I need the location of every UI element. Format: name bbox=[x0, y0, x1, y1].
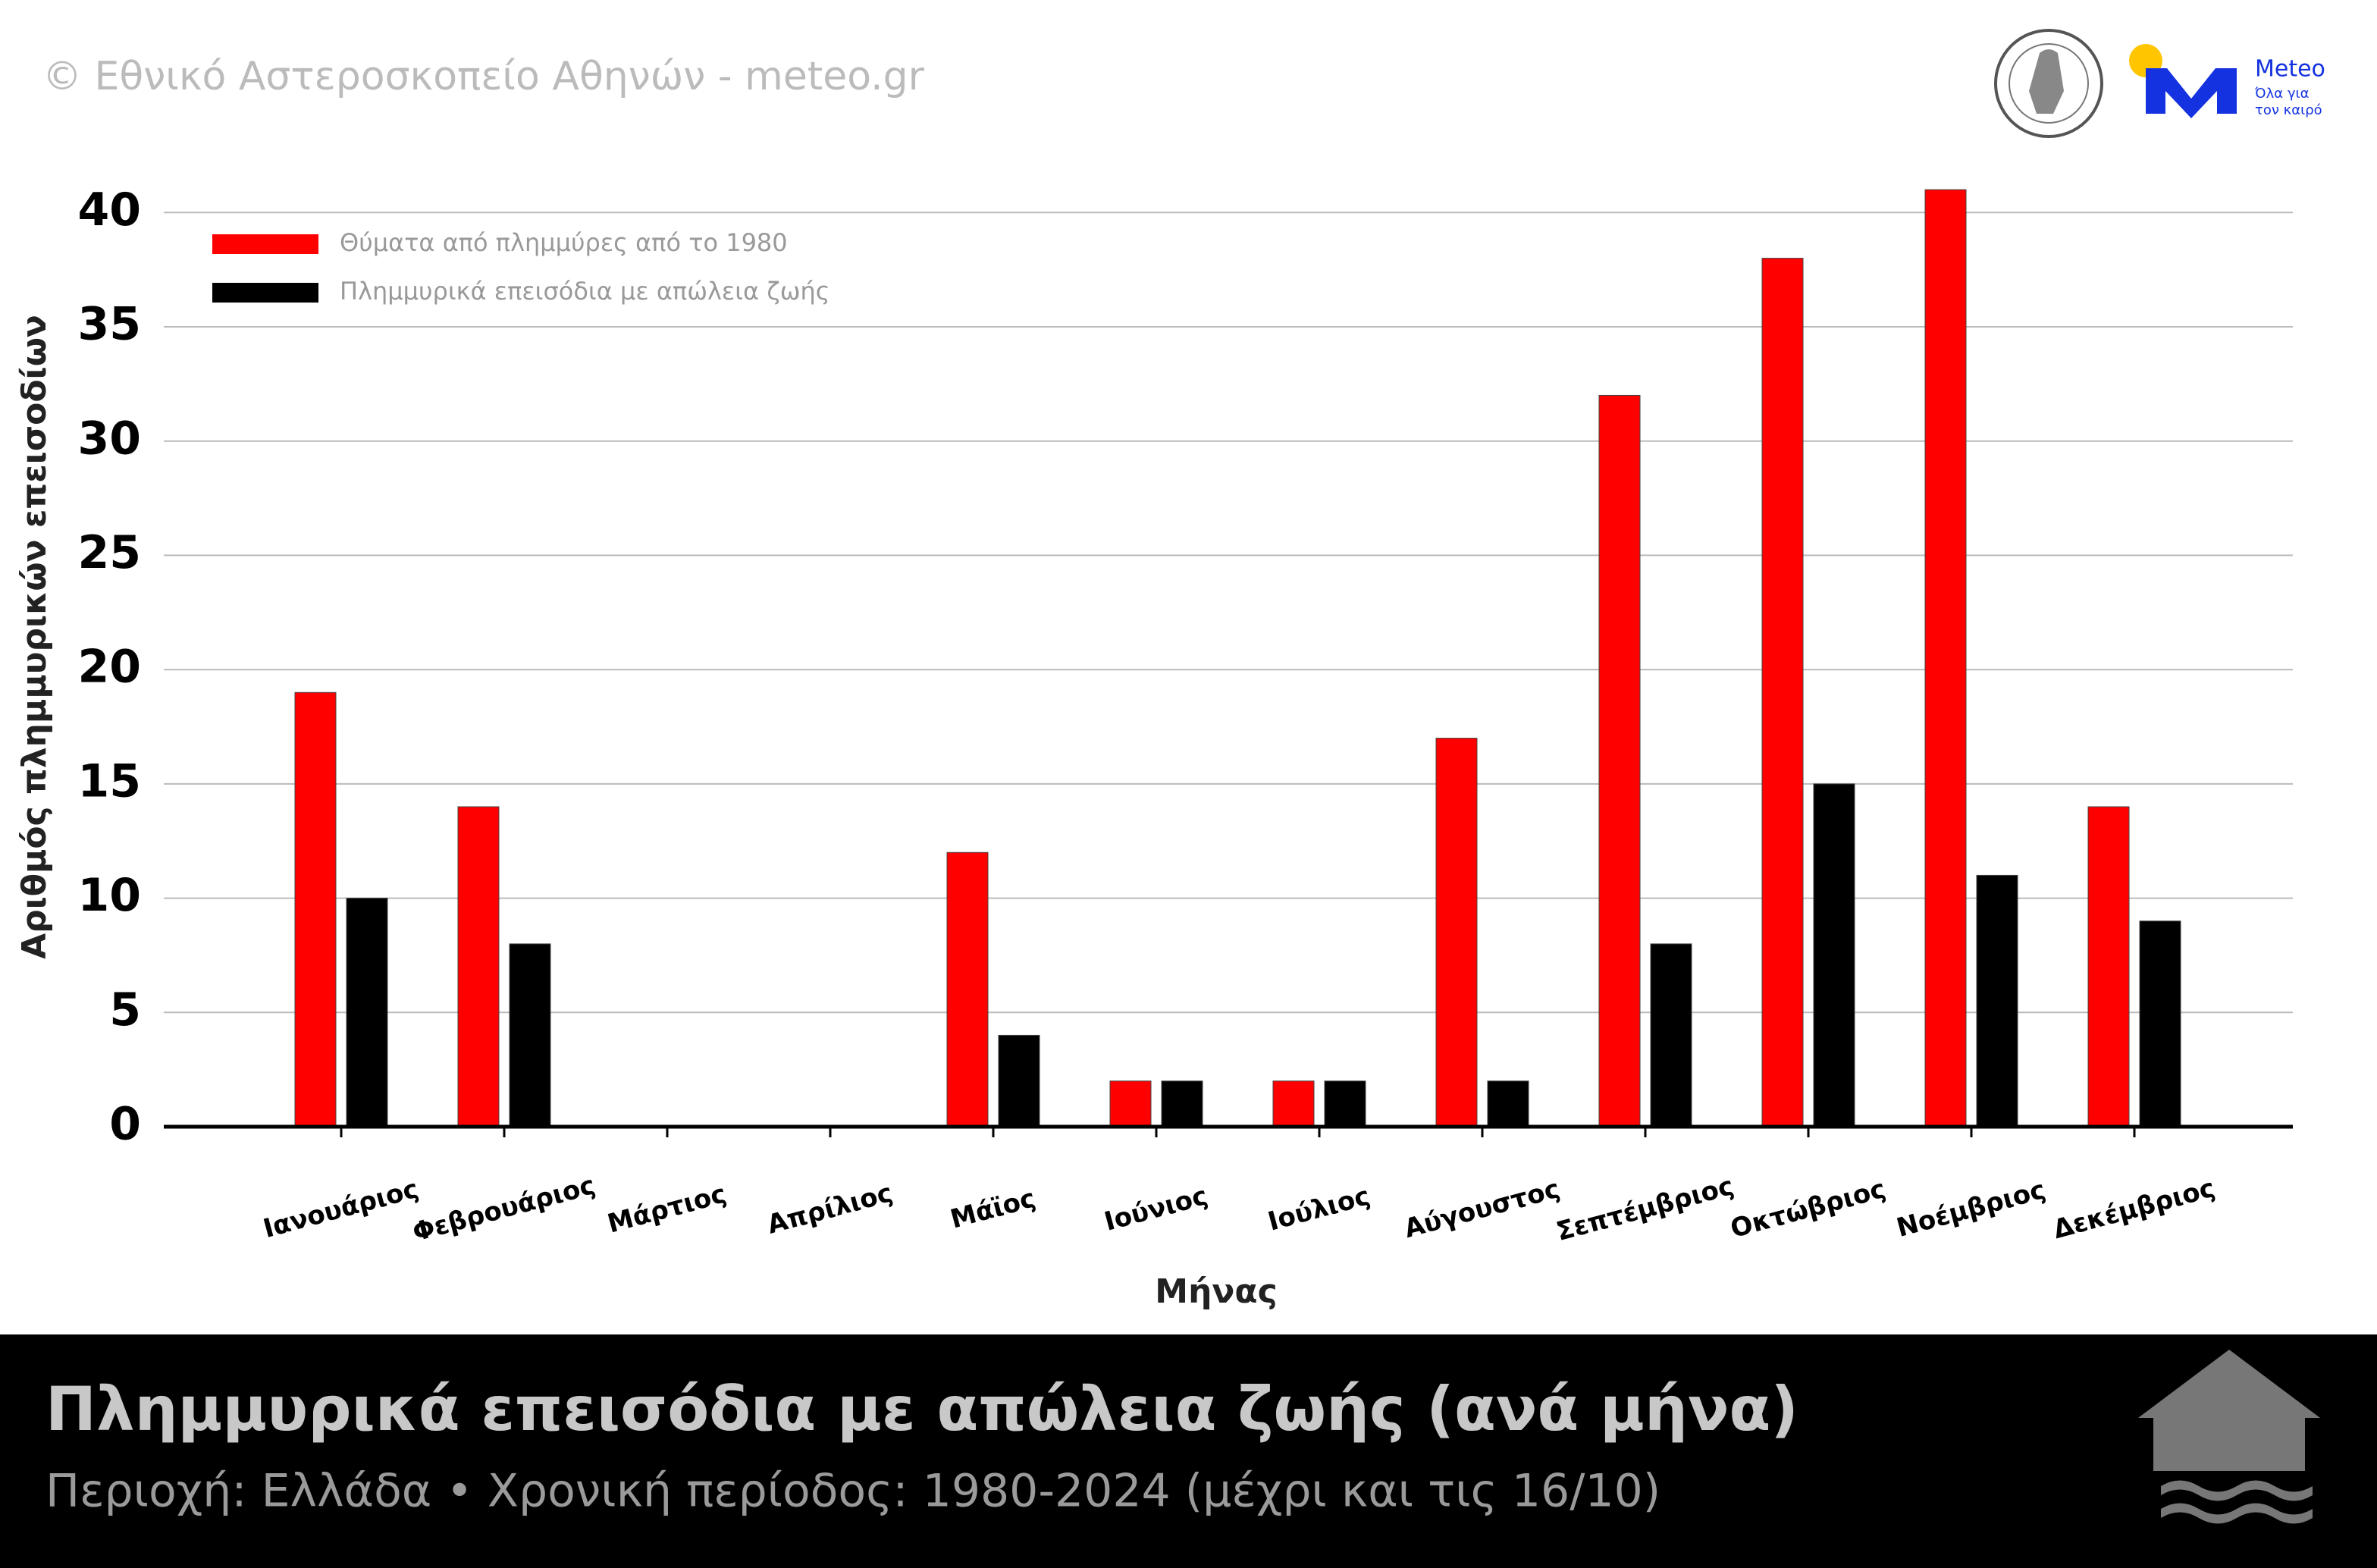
y-tick-label: 25 bbox=[78, 526, 142, 579]
bar bbox=[1813, 783, 1855, 1127]
footer-band bbox=[0, 1334, 2377, 1568]
y-tick-label: 20 bbox=[78, 641, 142, 694]
bar bbox=[2139, 920, 2181, 1127]
observatory-seal bbox=[1994, 29, 2103, 138]
bar bbox=[1598, 394, 1641, 1127]
chart-subtitle: Περιοχή: Ελλάδα • Χρονική περίοδος: 1980… bbox=[45, 1465, 1660, 1518]
bar bbox=[1435, 738, 1478, 1127]
chart-title: Πλημμυρικά επεισόδια με απώλεια ζωής (αν… bbox=[45, 1374, 1798, 1444]
logo-tagline: Όλα για bbox=[2254, 86, 2309, 102]
legend-swatch bbox=[212, 234, 318, 254]
x-axis-title: Μήνας bbox=[1155, 1272, 1277, 1311]
y-tick-label: 40 bbox=[78, 183, 142, 237]
bar bbox=[2087, 806, 2130, 1127]
y-tick-label: 0 bbox=[109, 1098, 141, 1151]
copyright: © Εθνικό Αστεροσκοπείο Αθηνών - meteo.gr bbox=[42, 54, 925, 99]
flood-icon bbox=[2138, 1350, 2320, 1524]
y-axis-title: Αριθμός πλημμυρικών επεισοδίων bbox=[15, 315, 54, 959]
y-tick-label: 30 bbox=[78, 412, 142, 465]
y-tick-label: 15 bbox=[78, 754, 142, 808]
bar bbox=[1109, 1080, 1152, 1127]
bar bbox=[1924, 189, 1967, 1127]
bar bbox=[946, 851, 989, 1127]
bar bbox=[1761, 258, 1804, 1127]
bar bbox=[1487, 1080, 1529, 1127]
bar bbox=[346, 898, 388, 1127]
legend-label: Θύματα από πλημμύρες από το 1980 bbox=[340, 228, 788, 257]
legend-label: Πλημμυρικά επεισόδια με απώλεια ζωής bbox=[340, 277, 830, 306]
logo-name: Meteo bbox=[2255, 56, 2325, 83]
bar bbox=[509, 943, 551, 1127]
bar bbox=[1324, 1080, 1366, 1127]
bar bbox=[1272, 1080, 1315, 1127]
legend-swatch bbox=[212, 283, 318, 303]
bar bbox=[998, 1034, 1040, 1127]
bar bbox=[1976, 874, 2018, 1127]
bar bbox=[457, 806, 500, 1127]
logo-tagline: τον καιρό bbox=[2255, 102, 2322, 118]
bar bbox=[1650, 943, 1692, 1127]
bar bbox=[294, 691, 337, 1127]
y-tick-label: 5 bbox=[109, 983, 141, 1036]
meteo-logo: Meteo Όλα για τον καιρό bbox=[2129, 44, 2325, 118]
y-tick-label: 35 bbox=[78, 298, 142, 351]
bar bbox=[1161, 1080, 1203, 1127]
y-tick-label: 10 bbox=[78, 869, 142, 922]
